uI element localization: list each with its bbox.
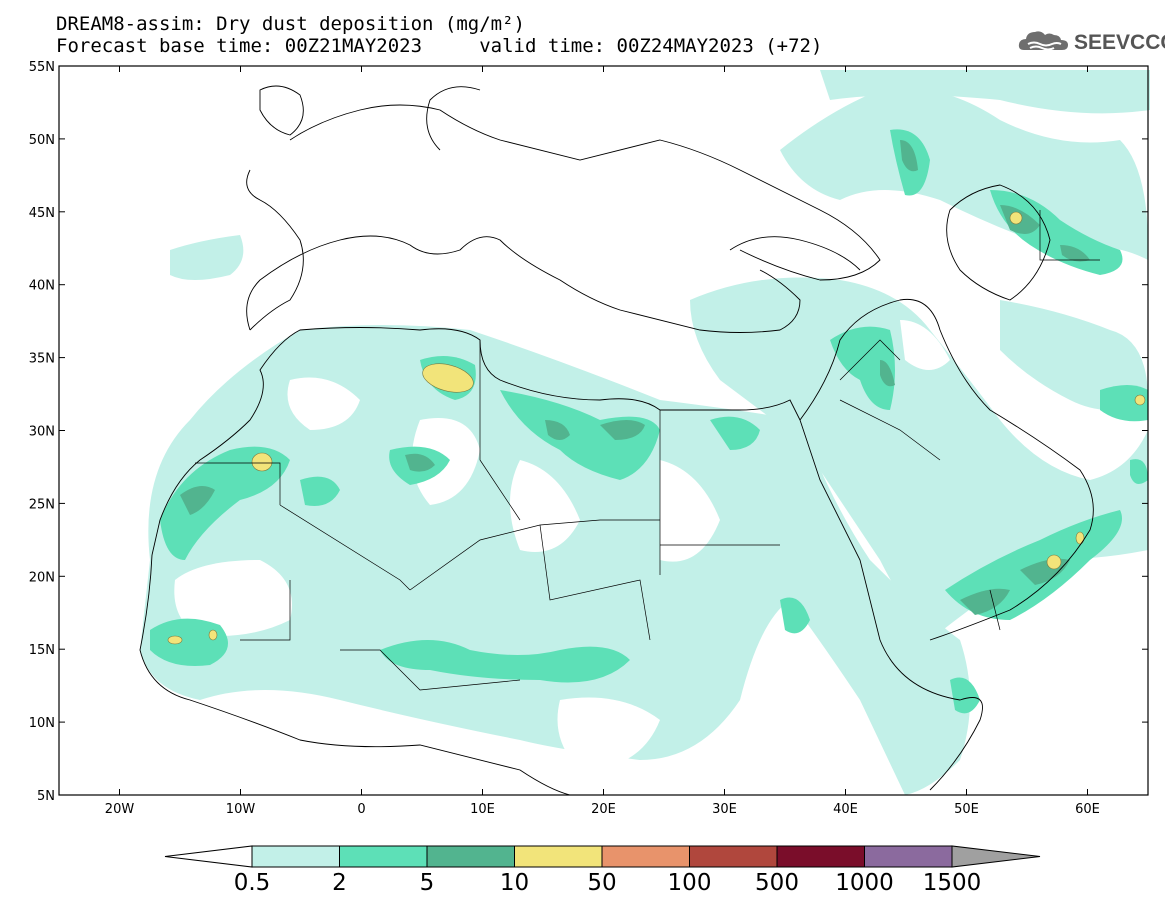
colorbar-swatch: [776, 845, 865, 868]
lat-label: 20N: [29, 570, 55, 585]
colorbar-label: 1500: [923, 870, 982, 896]
lon-label: 10E: [470, 802, 495, 817]
colorbar-swatch: [864, 845, 953, 868]
colorbar-under-arrow: [164, 845, 253, 868]
colorbar-label: 1000: [835, 870, 894, 896]
lat-label: 55N: [29, 60, 55, 75]
lat-label: 45N: [29, 206, 55, 221]
colorbar-swatch: [601, 845, 690, 868]
lon-label: 10W: [226, 802, 256, 817]
lon-label: 30E: [712, 802, 737, 817]
colorbar-swatch: [514, 845, 603, 868]
axis-ticks: 55N 50N 45N 40N 35N 30N 25N 20N 15N 10N 5N 20W 10W 0 1…: [29, 60, 1148, 817]
colorbar-label: 5: [420, 870, 435, 896]
colorbar-over-arrow: [951, 845, 1041, 868]
map-subtitle: Forecast base time: 00Z21MAY2023 valid t…: [56, 35, 823, 57]
political-borders: [195, 210, 1100, 691]
map-title: DREAM8-assim: Dry dust deposition (mg/m²…: [56, 13, 525, 35]
lon-label: 50E: [954, 802, 979, 817]
lat-label: 15N: [29, 643, 55, 658]
lat-label: 25N: [29, 497, 55, 512]
colorbar-label: 100: [668, 870, 712, 896]
lon-label: 40E: [833, 802, 858, 817]
colorbar-label: 0.5: [234, 870, 271, 896]
lat-label: 30N: [29, 425, 55, 440]
lat-label: 35N: [29, 352, 55, 367]
cloud-logo-icon: [1018, 31, 1068, 51]
colorbar-swatch: [426, 845, 515, 868]
dust-deposition-fields: [140, 70, 1150, 795]
colorbar-label: 50: [587, 870, 616, 896]
lat-label: 10N: [29, 716, 55, 731]
colorbar: 0.5 2 5 10 50 100 500 1000 1500: [164, 845, 1041, 896]
lon-label: 20W: [105, 802, 135, 817]
logo-text: SEEVCCC: [1074, 31, 1165, 54]
lat-label: 40N: [29, 279, 55, 294]
lon-label: 0: [357, 802, 365, 817]
lon-label: 60E: [1075, 802, 1100, 817]
colorbar-swatch: [339, 845, 428, 868]
colorbar-label: 10: [500, 870, 529, 896]
lon-label: 20E: [591, 802, 616, 817]
colorbar-swatch: [689, 845, 778, 868]
colorbar-swatch: [251, 845, 340, 868]
colorbar-label: 2: [332, 870, 347, 896]
colorbar-label: 500: [755, 870, 799, 896]
coastlines: [139, 85, 1094, 796]
lat-label: 5N: [37, 789, 55, 804]
lat-label: 50N: [29, 133, 55, 148]
